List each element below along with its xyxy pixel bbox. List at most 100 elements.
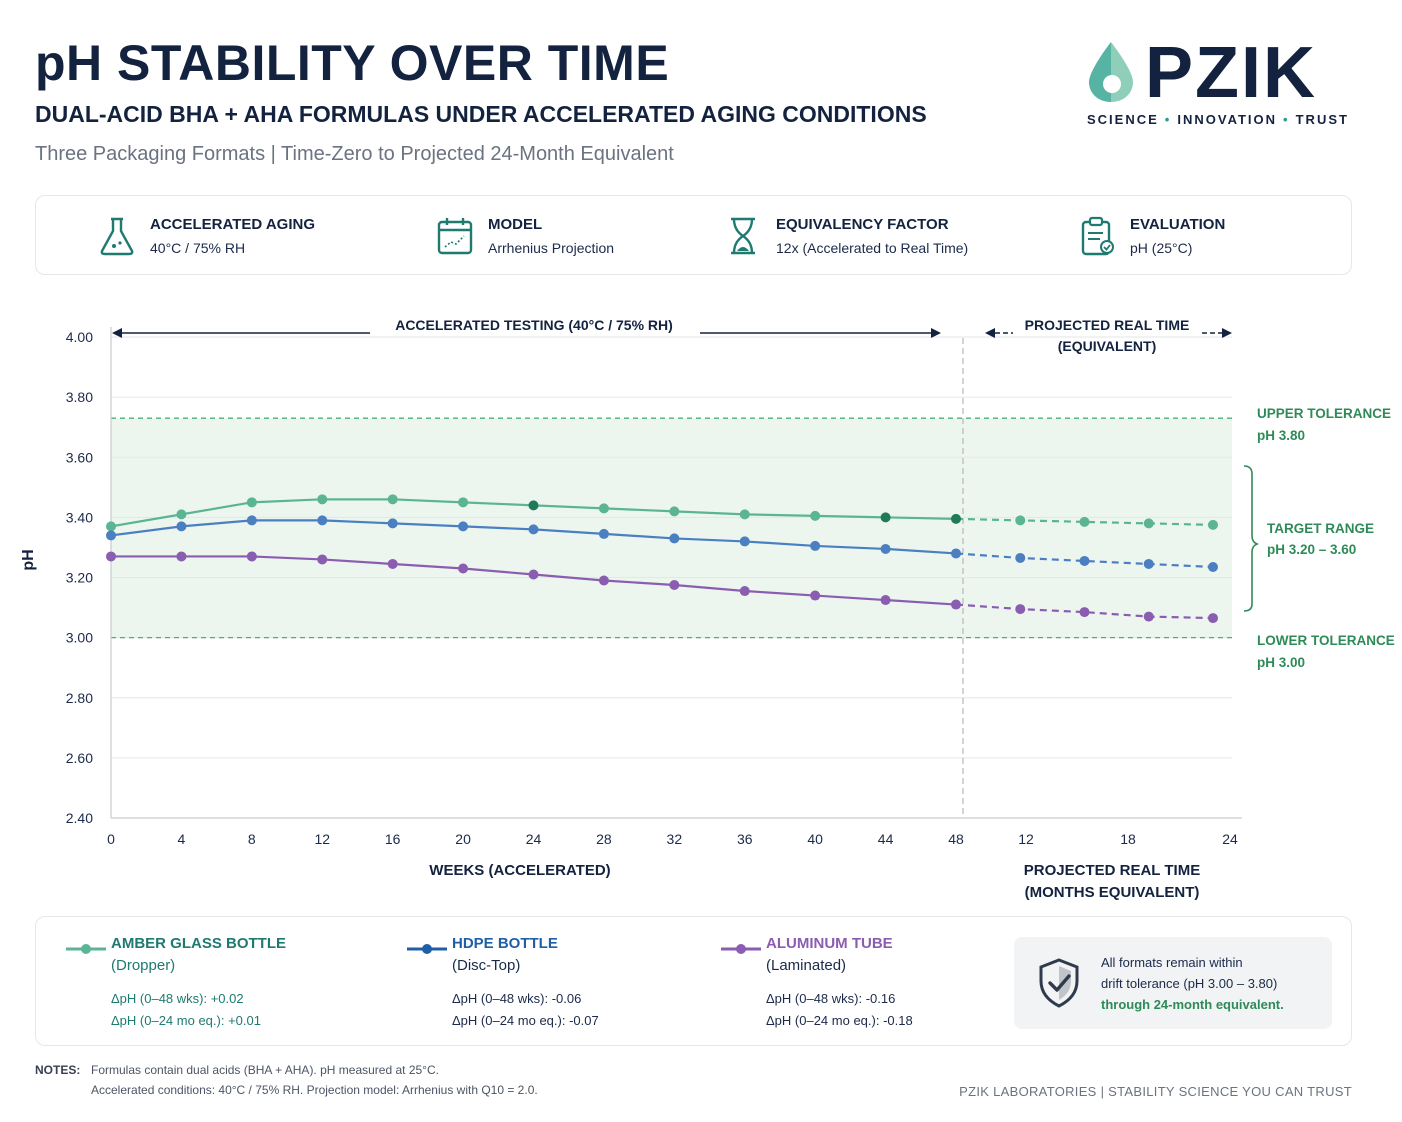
y-tick-label: 3.40 <box>66 509 93 525</box>
data-point <box>106 551 116 562</box>
section-arrow-head <box>931 328 941 338</box>
x-tick-label: 36 <box>737 831 753 847</box>
data-point <box>176 551 187 562</box>
data-point <box>387 494 398 505</box>
ph-stability-chart: 4.00 3.80 3.60 3.40 3.20 3.00 2.80 2.60 2.40 pH 0 4… <box>0 290 1402 910</box>
data-point <box>317 554 328 565</box>
x-tick-label: 28 <box>596 831 612 847</box>
y-tick-label: 3.80 <box>66 389 93 405</box>
data-point <box>880 543 891 554</box>
legend-panel: AMBER GLASS BOTTLE (Dropper) ΔpH (0–48 w… <box>35 916 1352 1046</box>
lower-tolerance-value: pH 3.00 <box>1257 655 1305 670</box>
x-tick-label: 16 <box>385 831 401 847</box>
data-point <box>387 518 398 529</box>
data-point <box>246 515 257 526</box>
target-range-bracket <box>1243 465 1260 612</box>
data-point <box>176 521 187 532</box>
x-tick-label-projected: 18 <box>1120 831 1136 847</box>
x-tick-label-projected: 12 <box>1018 831 1034 847</box>
x-tick-label: 32 <box>667 831 683 847</box>
data-point <box>810 510 821 521</box>
calendar-chart-icon <box>437 218 473 255</box>
upper-tolerance-value: pH 3.80 <box>1257 428 1305 443</box>
upper-tolerance-label: UPPER TOLERANCE <box>1257 406 1391 421</box>
data-point <box>458 563 469 574</box>
series-line-projected-2 <box>955 603 1214 620</box>
data-point <box>246 497 257 508</box>
data-point <box>598 528 609 539</box>
data-point <box>176 509 187 520</box>
brand-logo: PZIK SCIENCE • INNOVATION • TRUST <box>1085 33 1360 133</box>
data-point <box>951 548 961 559</box>
y-tick-label: 2.80 <box>66 690 93 706</box>
data-point <box>317 515 328 526</box>
data-point <box>458 497 469 508</box>
series-line-projected-1 <box>955 552 1214 569</box>
legend-amber-marker <box>66 944 106 954</box>
y-tick-label: 3.00 <box>66 630 93 646</box>
data-point <box>1143 518 1154 529</box>
data-point <box>1079 607 1090 618</box>
data-point <box>739 586 750 597</box>
data-point <box>387 558 398 569</box>
x-axis-label-projected: (MONTHS EQUIVALENT) <box>1025 884 1200 901</box>
data-point <box>598 503 609 514</box>
data-point <box>528 500 539 511</box>
x-tick-label: 24 <box>526 831 542 847</box>
data-point <box>1143 558 1154 569</box>
data-point <box>458 521 469 532</box>
data-point <box>106 521 116 532</box>
data-point <box>1208 561 1218 572</box>
data-point <box>810 590 821 601</box>
target-range-value: pH 3.20 – 3.60 <box>1267 542 1356 557</box>
data-point <box>951 599 961 610</box>
legend-hdpe-marker <box>407 944 447 954</box>
data-point <box>951 513 961 524</box>
data-point <box>880 595 891 606</box>
series-line-projected-0 <box>955 517 1214 526</box>
section-label-accelerated: ACCELERATED TESTING (40°C / 75% RH) <box>395 317 673 333</box>
y-tick-label: 2.40 <box>66 810 93 826</box>
data-point <box>528 569 539 580</box>
data-point <box>528 524 539 535</box>
y-tick-label: 3.20 <box>66 570 93 586</box>
data-point <box>1079 516 1090 527</box>
x-tick-label: 12 <box>314 831 330 847</box>
notes-label: NOTES: <box>35 1063 81 1077</box>
data-point <box>880 512 891 523</box>
x-tick-label: 20 <box>455 831 471 847</box>
legend-aluminum-marker <box>721 944 761 954</box>
x-tick-label-projected: 24 <box>1222 831 1238 847</box>
tolerance-callout: All formats remain within drift toleranc… <box>1014 937 1332 1029</box>
data-point <box>739 509 750 520</box>
x-axis-label: WEEKS (ACCELERATED) <box>429 862 610 879</box>
x-tick-label: 8 <box>248 831 256 847</box>
clipboard-icon <box>1081 216 1114 256</box>
data-point <box>669 506 680 517</box>
x-tick-label: 4 <box>178 831 186 847</box>
y-tick-label: 3.60 <box>66 449 93 465</box>
section-arrow-head <box>1222 328 1232 338</box>
x-tick-label: 44 <box>878 831 894 847</box>
x-axis-label-projected: PROJECTED REAL TIME <box>1024 862 1200 879</box>
section-label-projected: PROJECTED REAL TIME <box>1025 317 1190 333</box>
y-tick-label: 4.00 <box>66 329 93 345</box>
footer-text: PZIK LABORATORIES | STABILITY SCIENCE YO… <box>959 1084 1352 1099</box>
page-title: pH STABILITY OVER TIME <box>35 35 670 91</box>
section-arrow-head <box>112 328 122 338</box>
data-point <box>106 530 116 541</box>
test-conditions-panel: ACCELERATED AGING 40°C / 75% RH MODEL Ar… <box>35 195 1352 275</box>
hourglass-icon <box>731 217 755 255</box>
data-point <box>598 575 609 586</box>
logo-tagline: SCIENCE • INNOVATION • TRUST <box>1087 112 1349 127</box>
page-subtitle: DUAL-ACID BHA + AHA FORMULAS UNDER ACCEL… <box>35 101 927 127</box>
page-description: Three Packaging Formats | Time-Zero to P… <box>35 143 674 165</box>
water-drop-icon <box>1089 42 1133 102</box>
notes-line-1: Formulas contain dual acids (BHA + AHA).… <box>91 1063 439 1077</box>
data-point <box>1015 604 1026 615</box>
data-point <box>317 494 328 505</box>
flask-icon <box>100 217 134 256</box>
data-point <box>1143 611 1154 622</box>
y-axis-label: pH <box>20 549 37 570</box>
x-tick-label: 48 <box>948 831 964 847</box>
